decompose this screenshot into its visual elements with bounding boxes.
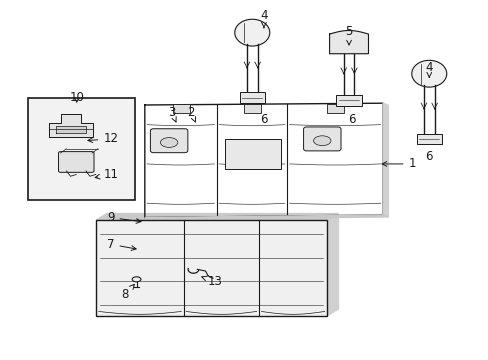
- Polygon shape: [329, 31, 368, 54]
- FancyBboxPatch shape: [150, 129, 187, 153]
- Bar: [326, 104, 343, 113]
- Text: 1: 1: [381, 157, 415, 170]
- Text: 6: 6: [347, 113, 354, 126]
- Ellipse shape: [313, 136, 330, 145]
- Polygon shape: [49, 114, 93, 137]
- Bar: [28, 98, 135, 200]
- Bar: [244, 104, 260, 113]
- Ellipse shape: [411, 60, 446, 87]
- Bar: [336, 95, 361, 105]
- Text: 12: 12: [88, 132, 118, 145]
- Bar: [416, 134, 441, 144]
- Text: 5: 5: [345, 25, 352, 45]
- Text: 6: 6: [260, 113, 267, 126]
- FancyBboxPatch shape: [303, 127, 340, 151]
- Ellipse shape: [234, 19, 269, 46]
- Text: 8: 8: [122, 284, 134, 301]
- Text: 10: 10: [69, 91, 84, 104]
- Polygon shape: [382, 103, 387, 217]
- Bar: [239, 93, 264, 103]
- Text: 6: 6: [425, 150, 432, 163]
- Bar: [172, 104, 189, 113]
- Text: 11: 11: [95, 168, 118, 181]
- Polygon shape: [56, 126, 85, 134]
- Bar: [96, 220, 326, 316]
- Polygon shape: [144, 215, 387, 220]
- Text: 7: 7: [107, 238, 136, 251]
- Text: 4: 4: [425, 61, 432, 77]
- Polygon shape: [96, 213, 337, 220]
- Ellipse shape: [160, 138, 178, 147]
- Polygon shape: [107, 213, 337, 309]
- Polygon shape: [326, 213, 337, 316]
- Text: 3: 3: [167, 105, 176, 122]
- Text: 13: 13: [202, 275, 223, 288]
- Ellipse shape: [132, 277, 141, 282]
- Bar: [224, 139, 281, 169]
- Text: 9: 9: [107, 211, 141, 224]
- Text: 4: 4: [260, 9, 267, 28]
- Text: 2: 2: [187, 105, 195, 122]
- FancyBboxPatch shape: [59, 152, 94, 172]
